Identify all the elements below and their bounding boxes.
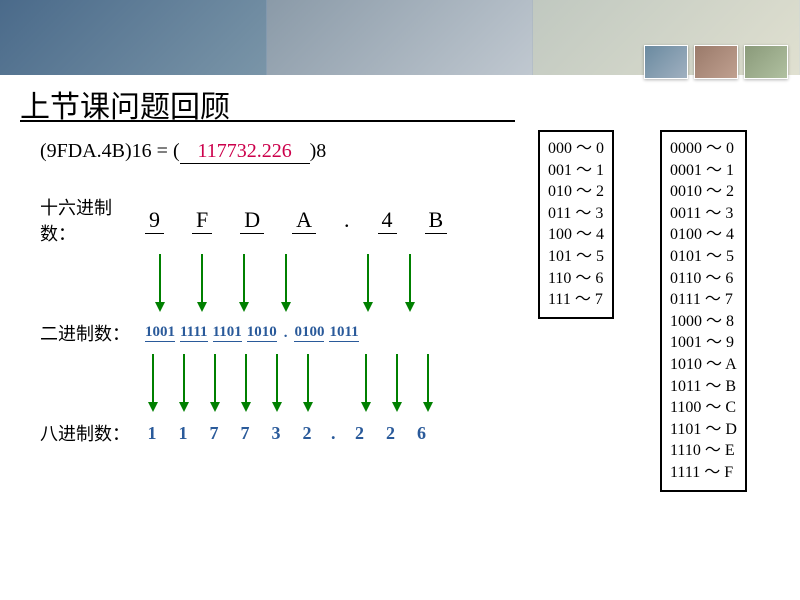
ref-row: 0011 ～ 3 <box>670 203 737 225</box>
down-arrow-icon <box>281 254 289 312</box>
down-arrow-icon <box>363 254 371 312</box>
ref-row: 0110 ～ 6 <box>670 268 737 290</box>
down-arrow-icon <box>423 354 431 412</box>
down-arrow-icon <box>179 354 187 412</box>
bin-groups: 1001 1111 1101 1010.0100 1011 <box>145 324 359 342</box>
content-area: (9FDA.4B)16 = (117732.226)8 十六进制数： 9FDA.… <box>40 140 520 454</box>
ref-row: 1101 ～ D <box>670 419 737 441</box>
ref-row: 011 ～ 3 <box>548 203 604 225</box>
bin-group: 1101 <box>213 324 242 342</box>
hex-digit: B <box>425 207 448 234</box>
down-arrow-icon <box>392 354 400 412</box>
hex-digit: F <box>192 207 212 234</box>
bin-group: 0100 <box>294 324 324 342</box>
ref-row: 101 ～ 5 <box>548 246 604 268</box>
oct-digit: 6 <box>415 423 429 444</box>
reference-table-hex: 0000 ～ 00001 ～ 10010 ～ 20011 ～ 30100 ～ 4… <box>660 130 747 492</box>
ref-row: 1100 ～ C <box>670 397 737 419</box>
thumbnail-strip <box>644 45 788 79</box>
bin-group: 1011 <box>329 324 358 342</box>
hex-digit: 9 <box>145 207 164 234</box>
oct-digit: 7 <box>207 423 221 444</box>
ref-row: 001 ～ 1 <box>548 160 604 182</box>
down-arrow-icon <box>241 354 249 412</box>
down-arrow-icon <box>155 254 163 312</box>
title-underline <box>20 120 515 122</box>
ref-row: 1011 ～ B <box>670 376 737 398</box>
thumbnail <box>694 45 738 79</box>
ref-row: 1001 ～ 9 <box>670 332 737 354</box>
oct-digit: 1 <box>145 423 159 444</box>
ref-row: 110 ～ 6 <box>548 268 604 290</box>
oct-digits: 117732.226 <box>145 423 429 444</box>
thumbnail <box>744 45 788 79</box>
hex-digits: 9 F D A. 4 B <box>145 207 447 234</box>
down-arrow-icon <box>148 354 156 412</box>
arrow-row-hex-to-bin <box>155 254 520 312</box>
equation: (9FDA.4B)16 = (117732.226)8 <box>40 140 520 164</box>
bin-group: 1001 <box>145 324 175 342</box>
hex-row: 十六进制数： 9 F D A. 4 B <box>40 194 520 246</box>
ref-row: 010 ～ 2 <box>548 181 604 203</box>
equation-answer: 117732.226 <box>180 140 310 164</box>
bin-label: 二进制数： <box>40 320 145 346</box>
bin-row: 二进制数： 1001 1111 1101 1010.0100 1011 <box>40 320 520 346</box>
arrow-row-bin-to-oct <box>148 354 520 412</box>
ref-row: 1010 ～ A <box>670 354 737 376</box>
oct-row: 八进制数： 117732.226 <box>40 420 520 446</box>
oct-digit: 2 <box>353 423 367 444</box>
thumbnail <box>644 45 688 79</box>
ref-row: 0000 ～ 0 <box>670 138 737 160</box>
hex-digit: A <box>292 207 316 234</box>
oct-digit: 7 <box>238 423 252 444</box>
down-arrow-icon <box>361 354 369 412</box>
hex-digit: 4 <box>378 207 397 234</box>
hex-label: 十六进制数： <box>40 194 145 246</box>
ref-row: 000 ～ 0 <box>548 138 604 160</box>
ref-row: 1111 ～ F <box>670 462 737 484</box>
ref-row: 1110 ～ E <box>670 440 737 462</box>
down-arrow-icon <box>303 354 311 412</box>
oct-label: 八进制数： <box>40 420 145 446</box>
oct-digit: 2 <box>300 423 314 444</box>
down-arrow-icon <box>239 254 247 312</box>
ref-row: 0010 ～ 2 <box>670 181 737 203</box>
bin-group: 1010 <box>247 324 277 342</box>
banner-photo <box>267 0 534 75</box>
ref-row: 0111 ～ 7 <box>670 289 737 311</box>
ref-row: 1000 ～ 8 <box>670 311 737 333</box>
header-banner <box>0 0 800 75</box>
ref-row: 0001 ～ 1 <box>670 160 737 182</box>
banner-photo <box>0 0 267 75</box>
oct-digit: 2 <box>384 423 398 444</box>
ref-row: 0100 ～ 4 <box>670 224 737 246</box>
radix-point: . <box>282 325 290 342</box>
hex-digit: D <box>240 207 264 234</box>
equation-lhs: (9FDA.4B)16 = ( <box>40 140 180 162</box>
ref-row: 0101 ～ 5 <box>670 246 737 268</box>
reference-table-octal: 000 ～ 0001 ～ 1010 ～ 2011 ～ 3100 ～ 4101 ～… <box>538 130 614 319</box>
radix-point: . <box>331 423 336 444</box>
equation-rhs: )8 <box>310 140 327 162</box>
bin-group: 1111 <box>180 324 208 342</box>
oct-digit: 1 <box>176 423 190 444</box>
down-arrow-icon <box>210 354 218 412</box>
ref-row: 111 ～ 7 <box>548 289 604 311</box>
ref-row: 100 ～ 4 <box>548 224 604 246</box>
radix-point: . <box>344 207 350 234</box>
down-arrow-icon <box>272 354 280 412</box>
down-arrow-icon <box>405 254 413 312</box>
oct-digit: 3 <box>269 423 283 444</box>
down-arrow-icon <box>197 254 205 312</box>
